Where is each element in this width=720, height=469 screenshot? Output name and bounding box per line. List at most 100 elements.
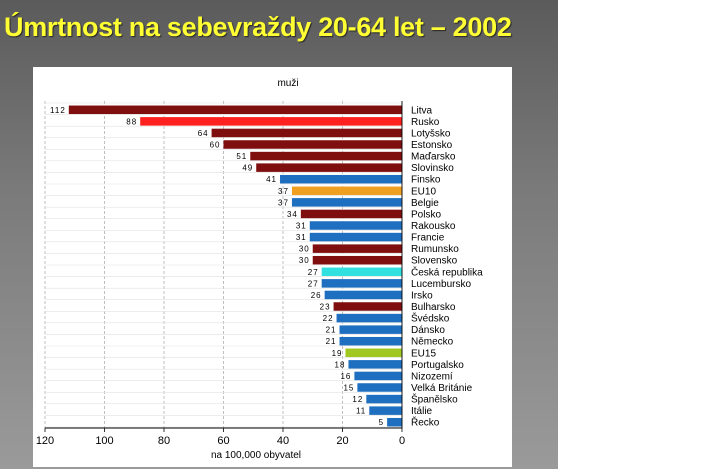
value-label: 23 — [320, 303, 331, 312]
value-labels: 1128864605149413737343131303027272623222… — [50, 106, 384, 427]
value-label: 112 — [50, 106, 66, 115]
bar — [336, 313, 402, 323]
bar — [321, 267, 402, 277]
category-label: EU10 — [411, 186, 436, 197]
bar — [140, 117, 402, 126]
x-tick-label: 40 — [277, 435, 289, 447]
value-label: 21 — [326, 337, 337, 346]
bar — [256, 163, 402, 172]
value-label: 37 — [278, 187, 289, 196]
bar — [291, 186, 402, 196]
category-label: Portugalsko — [411, 360, 464, 371]
category-label: Polsko — [411, 209, 441, 220]
category-label: Bulharsko — [411, 302, 456, 313]
x-tick-label: 20 — [336, 435, 348, 447]
bar — [291, 198, 402, 207]
bar — [300, 209, 402, 219]
category-label: Rumunsko — [411, 244, 459, 255]
x-tick-label: 0 — [399, 435, 405, 447]
bar — [280, 174, 402, 184]
value-label: 64 — [198, 129, 209, 138]
category-label: Finsko — [411, 175, 441, 186]
value-label: 88 — [126, 117, 137, 126]
value-label: 30 — [299, 256, 310, 265]
bar — [387, 417, 402, 427]
value-label: 11 — [356, 407, 366, 416]
value-label: 26 — [311, 291, 322, 300]
bar — [211, 128, 402, 138]
bar-chart: muži 11288646051494137373431313030272726… — [36, 78, 483, 461]
empty-area — [558, 0, 720, 469]
category-label: Švédsko — [411, 312, 450, 325]
value-label: 18 — [335, 360, 346, 369]
bar — [357, 383, 402, 392]
value-label: 5 — [379, 418, 384, 427]
category-label: Lotyšsko — [411, 128, 451, 139]
category-label: Maďarsko — [411, 152, 456, 163]
bar — [354, 371, 402, 381]
x-tick-label: 120 — [36, 435, 54, 447]
bar — [345, 348, 402, 358]
category-label: Velká Británie — [411, 383, 473, 394]
category-label: Estonsko — [411, 140, 453, 151]
bar — [339, 325, 402, 334]
category-label: Řecko — [411, 416, 440, 429]
category-label: Rusko — [411, 117, 440, 128]
category-labels: LitvaRuskoLotyšskoEstonskoMaďarskoSlovin… — [411, 105, 483, 428]
category-label: Rakousko — [411, 221, 456, 232]
bar — [309, 221, 402, 230]
category-label: Nizozemí — [411, 371, 453, 382]
slide-title: Úmrtnost na sebevraždy 20-64 let – 2002 — [4, 12, 512, 42]
category-label: Česká republika — [411, 265, 483, 278]
category-label: Lucembursko — [411, 279, 471, 290]
chart-panel: muži 112 88 64 60 51 49 41 37 37 34 31 31 30 30 27 27 26… — [33, 67, 512, 467]
bar — [312, 244, 402, 253]
value-label: 21 — [326, 326, 337, 335]
value-label: 19 — [332, 349, 343, 358]
value-label: 27 — [308, 268, 319, 277]
value-label: 31 — [296, 222, 307, 231]
bar — [333, 302, 402, 311]
category-label: Slovinsko — [411, 163, 454, 174]
category-label: Dánsko — [411, 325, 445, 336]
value-label: 51 — [236, 152, 247, 161]
x-axis-title: na 100,000 obyvatel — [211, 450, 301, 461]
value-label: 37 — [278, 198, 289, 207]
value-label: 15 — [343, 384, 354, 393]
value-label: 60 — [210, 141, 221, 150]
bar — [369, 406, 402, 415]
category-label: Německo — [411, 337, 454, 348]
chart-title: muži — [277, 78, 298, 89]
slide-background: Úmrtnost na sebevraždy 20-64 let – 2002 … — [0, 0, 558, 469]
value-label: 12 — [352, 395, 363, 404]
value-label: 30 — [299, 245, 310, 254]
value-label: 22 — [323, 314, 334, 323]
category-label: Slovensko — [411, 256, 458, 267]
category-label: Litva — [411, 105, 433, 116]
bar — [312, 255, 402, 265]
category-label: Francie — [411, 233, 445, 244]
value-label: 16 — [340, 372, 351, 381]
x-tick-label: 60 — [217, 435, 229, 447]
category-label: Belgie — [411, 198, 439, 209]
gridlines — [44, 101, 402, 428]
bar — [309, 232, 402, 242]
value-label: 34 — [287, 210, 298, 219]
category-label: Španělsko — [411, 393, 458, 406]
value-label: 31 — [296, 233, 307, 242]
category-label: EU15 — [411, 348, 436, 359]
x-axis: 120 100 80 60 40 20 0 — [36, 101, 405, 447]
bars — [68, 105, 403, 427]
bar — [339, 336, 402, 346]
x-tick-label: 80 — [158, 435, 170, 447]
bar — [68, 105, 403, 115]
value-label: 41 — [266, 175, 277, 184]
bar — [223, 140, 402, 149]
x-tick-label: 100 — [95, 435, 113, 447]
value-label: 27 — [308, 279, 319, 288]
value-label: 49 — [242, 164, 253, 173]
category-label: Irsko — [411, 290, 433, 301]
bar — [348, 360, 402, 369]
bar — [250, 151, 402, 161]
category-label: Itálie — [411, 406, 433, 417]
